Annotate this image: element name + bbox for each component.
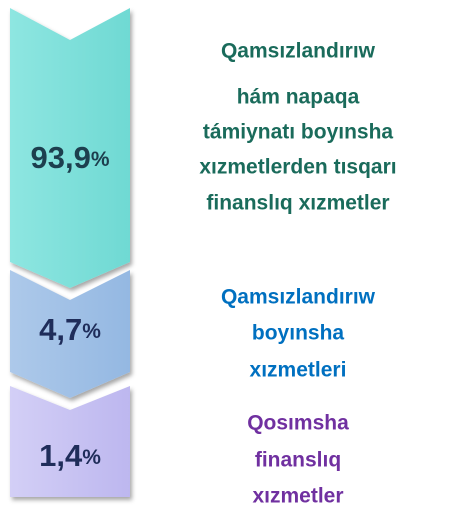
label-line: hám napaqa — [237, 86, 360, 109]
label-line: xızmetleri — [250, 359, 347, 382]
label-line: Qosımsha — [247, 412, 349, 435]
percent-value: 93,9% — [30, 140, 109, 175]
value: 1,4 — [39, 438, 83, 473]
label-line: xızmetler — [252, 485, 343, 508]
unit: % — [91, 148, 110, 171]
label-line: xızmetlerden tısqarı — [199, 156, 396, 179]
label-line: finanslıq — [255, 449, 341, 472]
label-line: finanslıq xızmetler — [206, 192, 389, 215]
label-line: Qamsızlandırıw — [221, 286, 376, 309]
percent-value: 1,4% — [39, 438, 101, 473]
chevron — [10, 270, 130, 398]
value: 93,9 — [30, 140, 90, 175]
unit: % — [82, 446, 101, 469]
unit: % — [82, 320, 101, 343]
label-line: Qamsızlandırıw — [221, 40, 376, 63]
chevron — [10, 386, 130, 497]
value: 4,7 — [39, 312, 82, 347]
texts: 93,9% Qamsızlandırıw hám napaqa támiynatı b… — [30, 40, 396, 508]
percent-value: 4,7% — [39, 312, 101, 347]
chevron — [10, 8, 130, 288]
label-line: boyınsha — [252, 322, 345, 345]
label-line: támiynatı boyınsha — [203, 121, 394, 144]
